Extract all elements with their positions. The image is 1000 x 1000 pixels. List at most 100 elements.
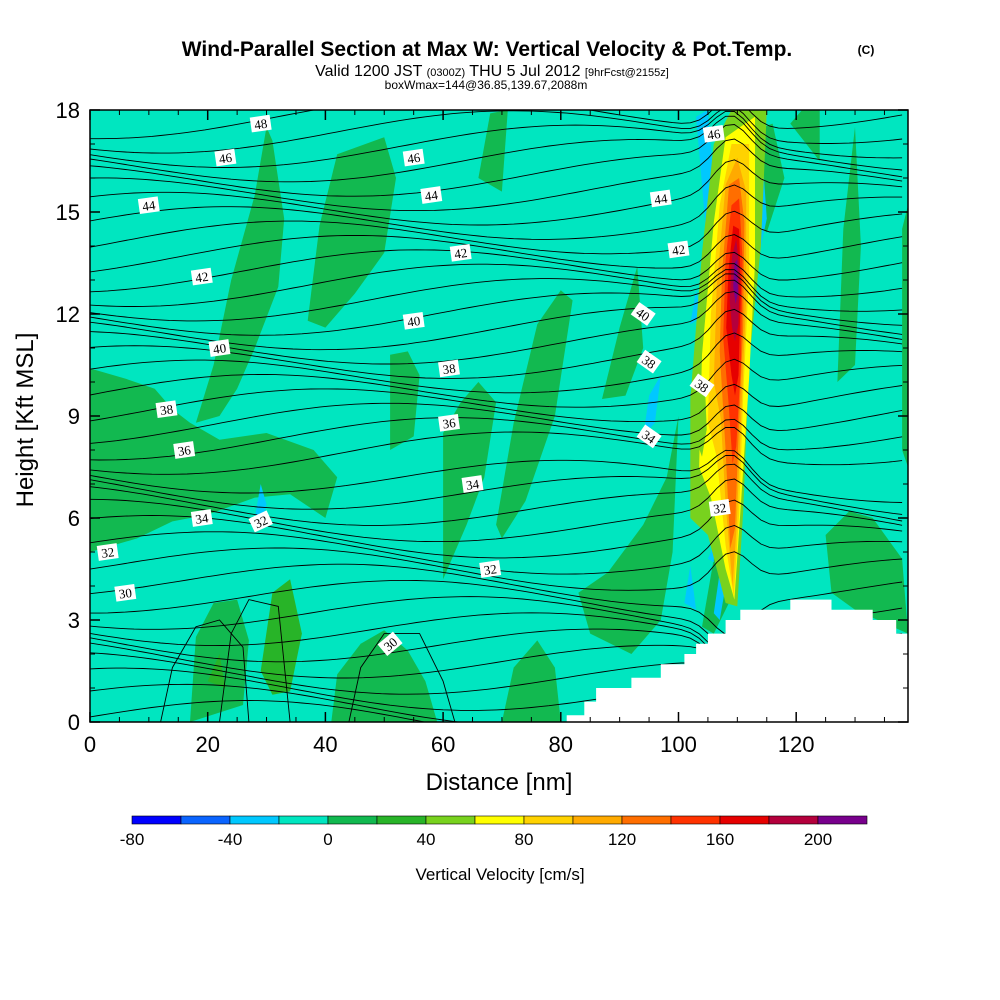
theta-contour-line xyxy=(90,332,903,394)
theta-contour-label: 36 xyxy=(438,413,460,432)
theta-label-box xyxy=(402,148,425,167)
chart-subtitle: Valid 1200 JST (0300Z) THU 5 Jul 2012 [9… xyxy=(315,63,669,80)
theta-contour-label: 46 xyxy=(402,148,425,167)
theta-contour-line xyxy=(90,273,903,336)
colorbar-label: Vertical Velocity [cm/s] xyxy=(415,865,584,884)
theta-contour-label: 32 xyxy=(708,498,731,517)
w-region-right-col xyxy=(837,127,861,382)
theta-contour-line xyxy=(90,358,903,408)
theta-label-box xyxy=(461,475,484,493)
theta-label-box xyxy=(114,583,137,602)
y-tick-label: 18 xyxy=(56,98,80,123)
theta-contour-line xyxy=(90,210,903,255)
colorbar-tick-label: 200 xyxy=(804,830,832,849)
colorbar-tick-label: -80 xyxy=(120,830,145,849)
colorbar-swatch xyxy=(523,815,574,825)
w-region-core-flank xyxy=(696,385,707,457)
x-tick-label: 40 xyxy=(313,732,337,757)
y-tick-label: 0 xyxy=(68,710,80,735)
theta-label-text: 46 xyxy=(406,150,421,167)
theta-label-text: 42 xyxy=(671,242,686,259)
theta-contour-label: 46 xyxy=(214,148,237,167)
theta-label-box xyxy=(402,311,425,330)
theta-contour-line xyxy=(90,138,903,212)
w-region-right xyxy=(578,416,679,654)
colorbar-swatch xyxy=(670,815,721,825)
theta-contour-line xyxy=(90,700,903,722)
subtitle-valid: Valid 1200 JST xyxy=(315,63,423,80)
theta-contour-line xyxy=(90,269,903,322)
theta-contour-label: 42 xyxy=(667,240,690,259)
chart-title: Wind-Parallel Section at Max W: Vertical… xyxy=(182,38,793,61)
theta-label-box xyxy=(96,543,119,561)
theta-label-text: 32 xyxy=(252,512,270,531)
theta-contour-label: 30 xyxy=(377,631,403,656)
theta-label-text: 42 xyxy=(453,245,468,262)
theta-contour-label: 30 xyxy=(114,583,137,602)
theta-label-box xyxy=(708,498,731,517)
subtitle-forecast: [9hrFcst@2155z] xyxy=(585,67,669,79)
w-region-top-center xyxy=(478,110,508,192)
x-tick-label: 100 xyxy=(660,732,697,757)
theta-label-box xyxy=(248,510,273,533)
colorbar-swatch xyxy=(131,815,182,825)
theta-contour-line xyxy=(90,547,903,591)
theta-label-box xyxy=(214,148,237,167)
w-region-lowleft-2 xyxy=(207,654,226,688)
theta-contour-line xyxy=(160,619,250,722)
colorbar-swatch xyxy=(278,815,329,825)
theta-label-text: 32 xyxy=(712,500,727,517)
w-region-right-edge xyxy=(902,205,908,467)
theta-contour-line xyxy=(348,633,456,722)
theta-contour-label: 36 xyxy=(173,441,196,459)
x-tick-label: 0 xyxy=(84,732,96,757)
subtitle-date: THU 5 Jul 2012 xyxy=(469,63,580,80)
theta-label-box xyxy=(208,339,231,357)
theta-label-text: 36 xyxy=(442,415,457,432)
subtitle-utc: (0300Z) xyxy=(427,67,466,79)
theta-contour-label: 34 xyxy=(636,424,662,449)
theta-contour-line xyxy=(90,110,903,168)
theta-label-box xyxy=(449,243,472,262)
theta-label-text: 42 xyxy=(194,269,209,286)
y-tick-label: 15 xyxy=(56,200,80,225)
colorbar-swatch xyxy=(180,815,231,825)
theta-label-box xyxy=(137,196,160,215)
theta-contour-label: 32 xyxy=(479,560,502,578)
x-tick-label: 120 xyxy=(778,732,815,757)
theta-contour-line xyxy=(90,124,903,197)
theta-label-text: 38 xyxy=(159,401,174,418)
theta-label-text: 38 xyxy=(442,361,457,378)
colorbar-swatch xyxy=(474,815,525,825)
theta-contour-line xyxy=(90,249,903,293)
theta-contour-line xyxy=(90,110,903,140)
colorbar-swatch xyxy=(327,815,378,825)
theta-label-box xyxy=(173,441,196,459)
theta-label-box xyxy=(636,424,662,449)
theta-label-box xyxy=(438,413,460,432)
theta-label-box xyxy=(479,560,502,578)
colorbar-swatch xyxy=(719,815,770,825)
terrain xyxy=(560,599,908,722)
y-tick-label: 6 xyxy=(68,506,80,531)
theta-contour-label: 38 xyxy=(689,373,715,398)
theta-contour-label: 32 xyxy=(248,510,273,533)
theta-label-text: 44 xyxy=(141,197,156,214)
theta-contour-line xyxy=(90,455,903,515)
w-region-left-low xyxy=(90,368,338,722)
w-region-downdraft-2 xyxy=(643,375,661,437)
theta-contour-label: 44 xyxy=(420,186,443,204)
colorbar-tick-label: -40 xyxy=(218,830,243,849)
x-tick-label: 60 xyxy=(431,732,455,757)
theta-contour-label: 40 xyxy=(402,311,425,330)
theta-contour-line xyxy=(90,478,903,543)
w-region-center-right xyxy=(496,290,573,539)
theta-label-box xyxy=(649,189,672,208)
theta-label-box xyxy=(249,114,272,133)
theta-label-box xyxy=(630,302,656,326)
theta-label-box xyxy=(438,359,460,378)
theta-contour-label: 44 xyxy=(649,189,672,208)
theta-contour-label: 38 xyxy=(636,349,662,374)
theta-contour-line xyxy=(90,159,903,226)
